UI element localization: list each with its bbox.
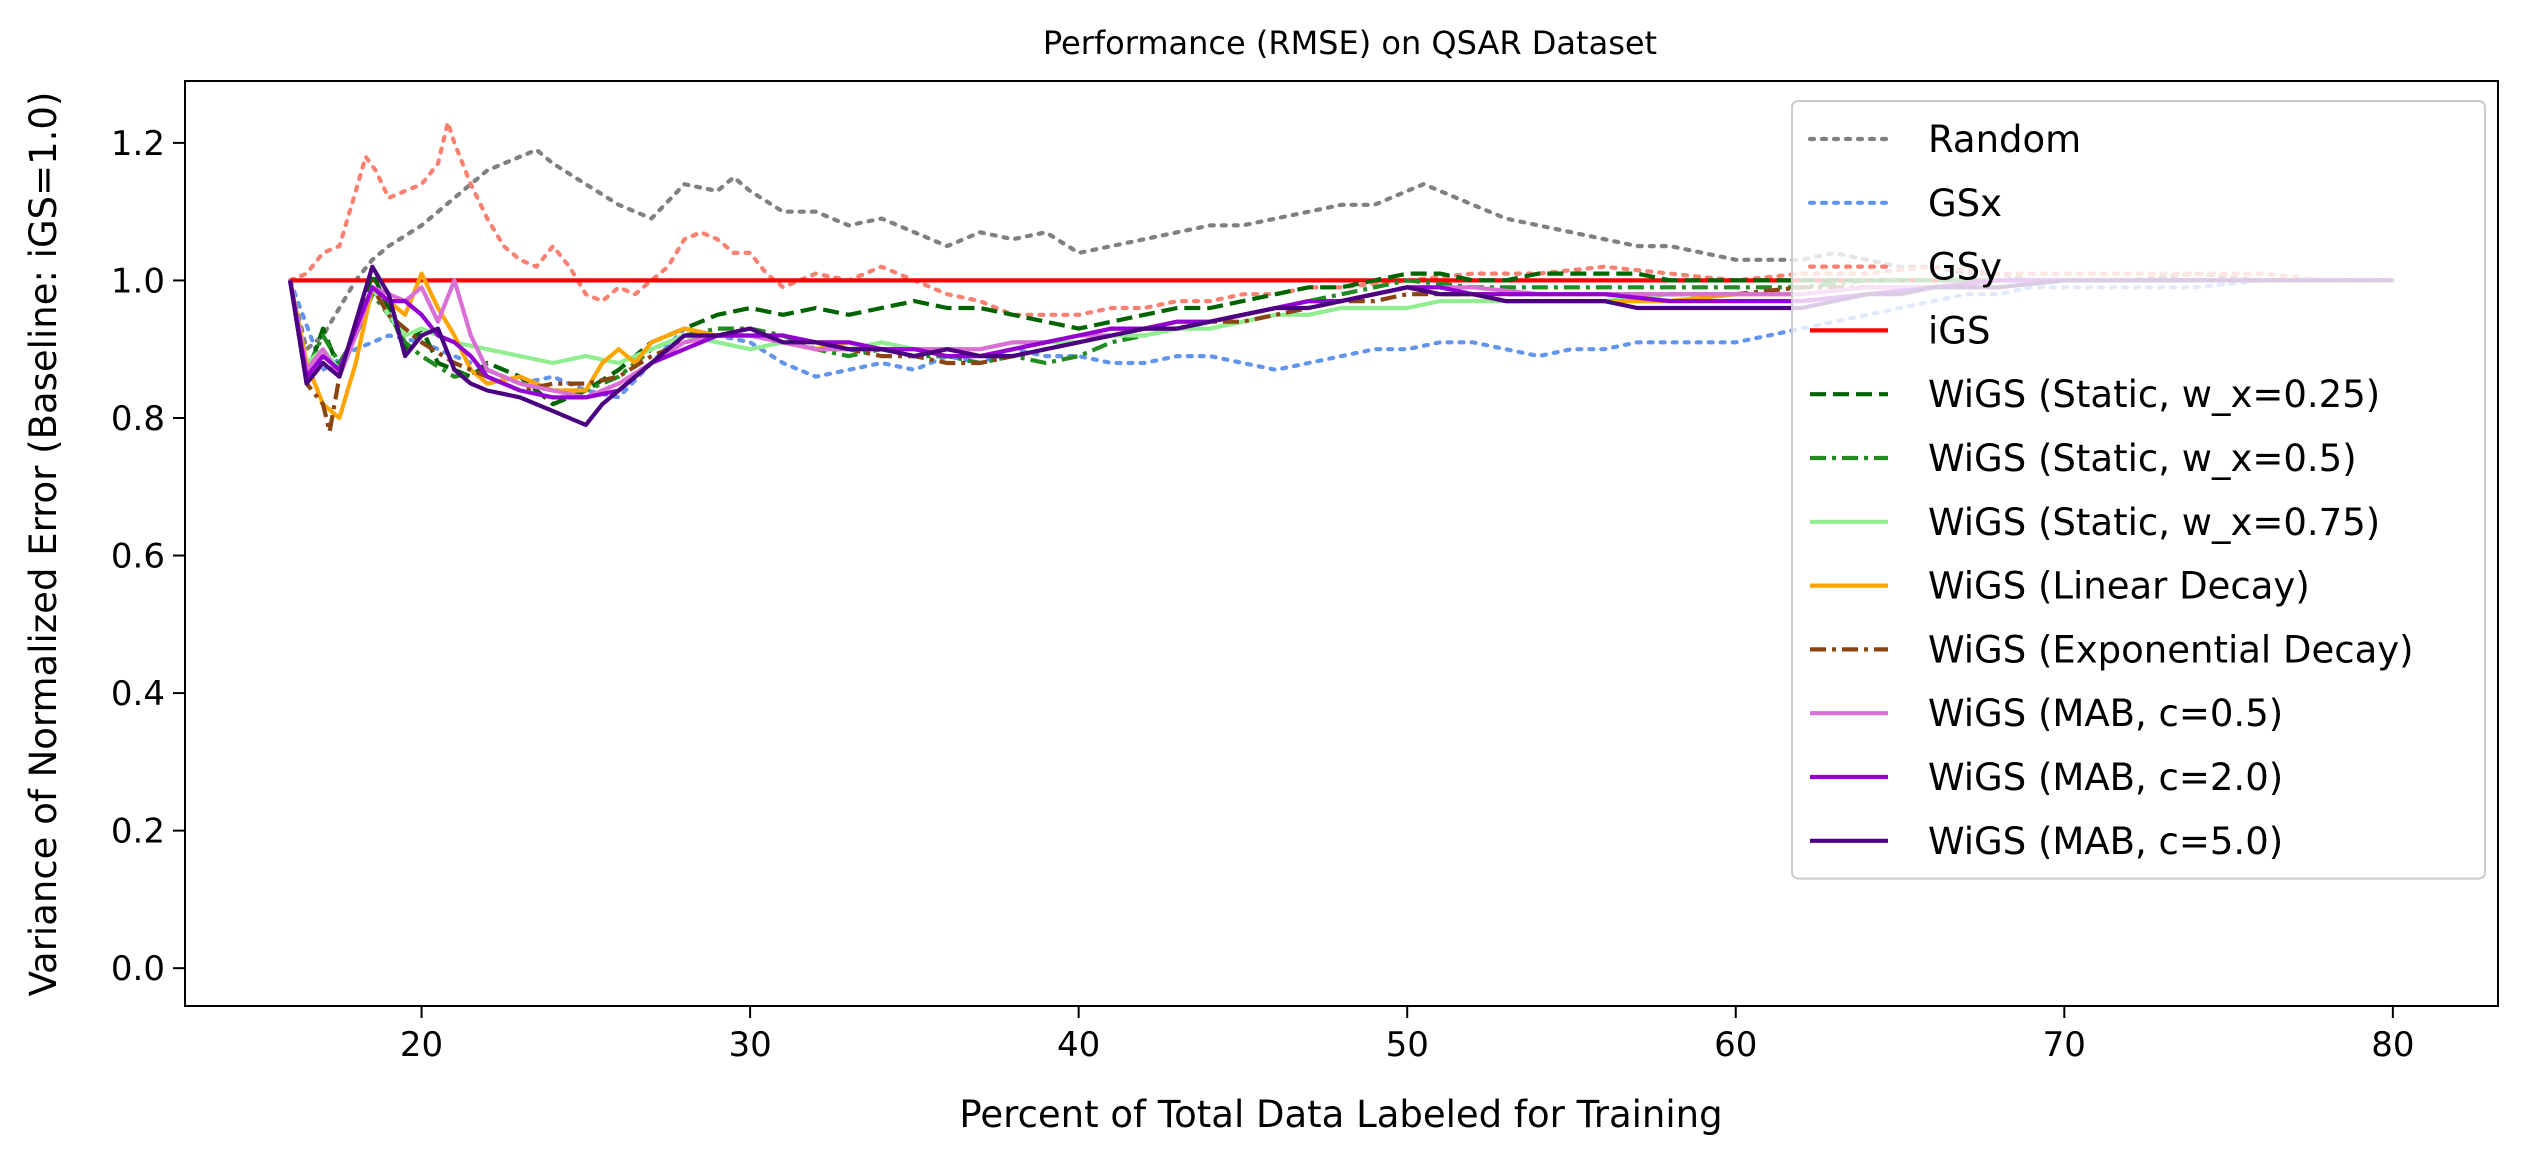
x-tick-label: 40 [1057, 1025, 1100, 1065]
legend-label-7: WiGS (Linear Decay) [1928, 565, 2310, 608]
y-tick-label: 0.4 [111, 674, 165, 714]
y-tick-label: 0.0 [111, 949, 165, 989]
legend-label-4: WiGS (Static, w_x=0.25) [1928, 373, 2380, 416]
legend-label-9: WiGS (MAB, c=0.5) [1928, 692, 2283, 735]
x-tick-label: 50 [1386, 1025, 1429, 1065]
y-tick-label: 0.6 [111, 537, 165, 577]
chart-title: Performance (RMSE) on QSAR Dataset [1043, 24, 1657, 62]
plot-frame [184, 80, 2499, 1007]
legend-label-6: WiGS (Static, w_x=0.75) [1928, 501, 2380, 544]
x-tick-label: 20 [400, 1025, 443, 1065]
x-tick-label: 70 [2043, 1025, 2086, 1065]
legend: Random GSx GSy iGS WiGS (Static, w_x=0.25) Wi… [1791, 100, 2486, 880]
x-axis-label: Percent of Total Data Labeled for Traini… [959, 1093, 1722, 1136]
y-tick-label: 1.0 [111, 261, 165, 301]
x-tick-label: 30 [728, 1025, 771, 1065]
y-axis-label: Variance of Normalized Error (Baseline: … [22, 92, 65, 997]
y-axis: 0.0 0.2 0.4 0.6 0.8 1.0 1.2 [111, 124, 185, 989]
legend-label-5: WiGS (Static, w_x=0.5) [1928, 437, 2357, 480]
legend-label-11: WiGS (MAB, c=5.0) [1928, 820, 2283, 863]
y-tick-label: 0.2 [111, 812, 165, 852]
legend-label-3: iGS [1928, 309, 1990, 352]
legend-box [1791, 100, 2486, 880]
x-axis: 20 30 40 50 60 70 80 [400, 1006, 2414, 1065]
legend-label-8: WiGS (Exponential Decay) [1928, 628, 2414, 671]
legend-label-10: WiGS (MAB, c=2.0) [1928, 756, 2283, 799]
y-tick-label: 0.8 [111, 399, 165, 439]
series-line-9 [288, 278, 2393, 400]
legend-label-1: GSx [1928, 182, 2002, 225]
legend-label-2: GSy [1928, 246, 2002, 289]
legend-label-0: Random [1928, 118, 2081, 161]
x-tick-label: 60 [1714, 1025, 1757, 1065]
series-line-4 [288, 271, 2393, 407]
y-tick-label: 1.2 [111, 124, 165, 164]
x-tick-label: 80 [2371, 1025, 2414, 1065]
